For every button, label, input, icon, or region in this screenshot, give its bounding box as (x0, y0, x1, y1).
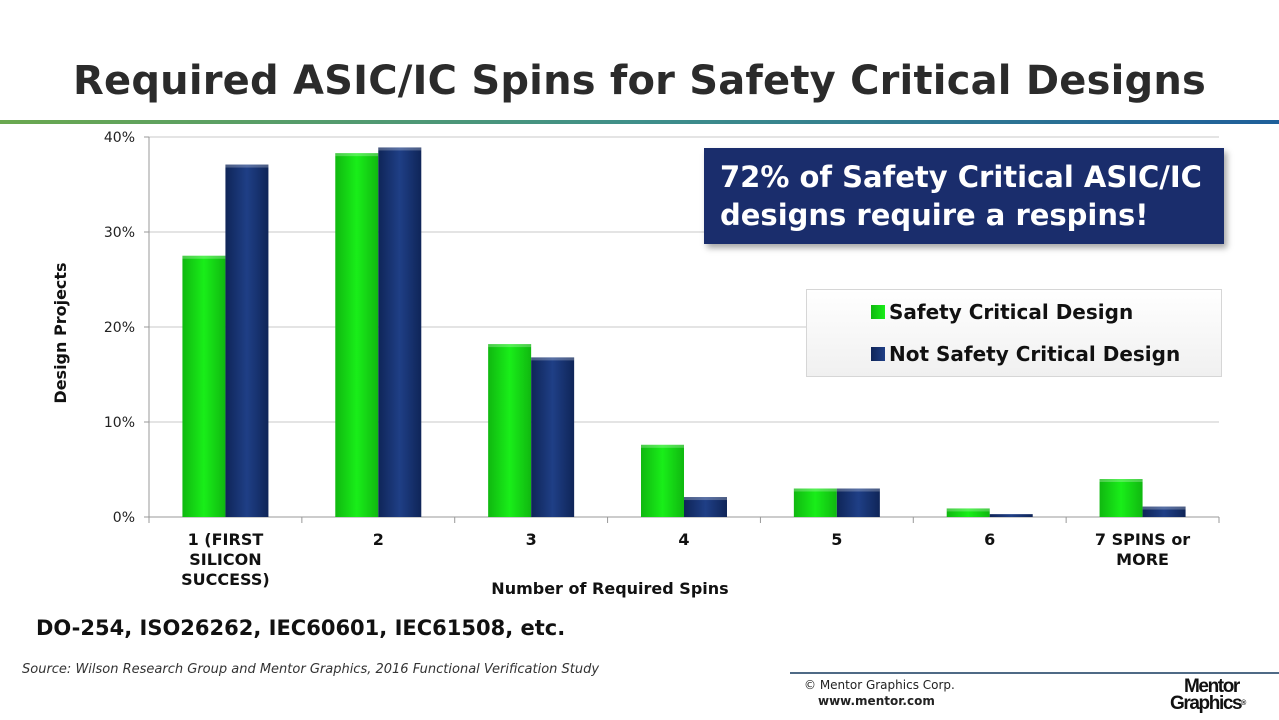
mentor-graphics-logo: Mentor Graphics® (1170, 676, 1247, 714)
x-tick-label: 6 (984, 530, 995, 549)
website-link[interactable]: www.mentor.com (818, 694, 935, 708)
x-tick-label: 4 (678, 530, 689, 549)
bar-safety-critical (946, 508, 990, 517)
footer-divider (790, 672, 1279, 674)
bar-safety-critical (1099, 479, 1143, 517)
bar-not-safety-critical-highlight (1142, 506, 1186, 510)
y-tick-label: 40% (104, 130, 135, 146)
x-tick-label: 2 (373, 530, 384, 549)
legend-item-safety: Safety Critical Design (871, 300, 1133, 324)
bar-not-safety-critical (531, 357, 575, 517)
bar-not-safety-critical-highlight (378, 147, 422, 151)
bar-safety-critical-highlight (1099, 479, 1143, 482)
bar-safety-critical-highlight (793, 488, 837, 492)
x-tick-label: 5 (831, 530, 842, 549)
chart-legend: Safety Critical Design Not Safety Critic… (806, 289, 1222, 377)
slide-title: Required ASIC/IC Spins for Safety Critic… (72, 58, 1207, 104)
x-tick-label: 3 (526, 530, 537, 549)
bar-not-safety-critical-highlight (531, 357, 575, 361)
bar-safety-critical-highlight (335, 153, 379, 157)
bar-safety-critical (793, 488, 837, 517)
y-tick-label: 30% (104, 225, 135, 241)
bar-not-safety-critical-highlight (836, 488, 880, 492)
bar-safety-critical (182, 255, 226, 517)
x-tick-label: 1 (FIRST SILICON SUCCESS) (181, 530, 270, 589)
bar-safety-critical-highlight (641, 444, 684, 448)
bar-safety-critical (488, 344, 532, 517)
bar-not-safety-critical (225, 164, 269, 518)
bar-safety-critical (335, 153, 379, 517)
y-tick-label: 0% (113, 510, 135, 526)
bar-not-safety-critical-highlight (225, 164, 269, 168)
bar-not-safety-critical (684, 497, 727, 517)
bar-not-safety-critical (1142, 506, 1186, 517)
source-note: Source: Wilson Research Group and Mentor… (22, 662, 600, 677)
bar-not-safety-critical (836, 488, 880, 517)
bar-safety-critical (641, 444, 684, 517)
standards-note: DO-254, ISO26262, IEC60601, IEC61508, et… (36, 616, 566, 640)
x-tick-label: 7 SPINS or MORE (1095, 530, 1190, 569)
copyright-text: © Mentor Graphics Corp. (804, 678, 955, 692)
bar-chart: 0% 10% 20% 30% 40% 1 (FIRST SILICON SUCCESS) 2 3 4… (51, 130, 1220, 598)
y-tick-label: 10% (104, 415, 135, 431)
legend-label-safety: Safety Critical Design (889, 300, 1134, 324)
legend-swatch-not-safety (871, 347, 885, 361)
legend-swatch-safety (871, 305, 885, 319)
bar-safety-critical-highlight (488, 344, 532, 348)
bar-safety-critical-highlight (946, 508, 990, 512)
x-axis-label: Number of Required Spins (491, 579, 728, 598)
callout-box: 72% of Safety Critical ASIC/IC designs r… (704, 148, 1224, 244)
bar-not-safety-critical (989, 514, 1033, 517)
y-tick-label: 20% (104, 320, 135, 336)
bar-not-safety-critical (378, 147, 422, 517)
y-axis-label: Design Projects (51, 262, 70, 403)
bar-not-safety-critical-highlight (684, 497, 727, 501)
title-divider (0, 120, 1279, 124)
legend-item-not-safety: Not Safety Critical Design (871, 342, 1180, 366)
legend-label-not-safety: Not Safety Critical Design (889, 342, 1181, 366)
bar-safety-critical-highlight (182, 255, 226, 259)
